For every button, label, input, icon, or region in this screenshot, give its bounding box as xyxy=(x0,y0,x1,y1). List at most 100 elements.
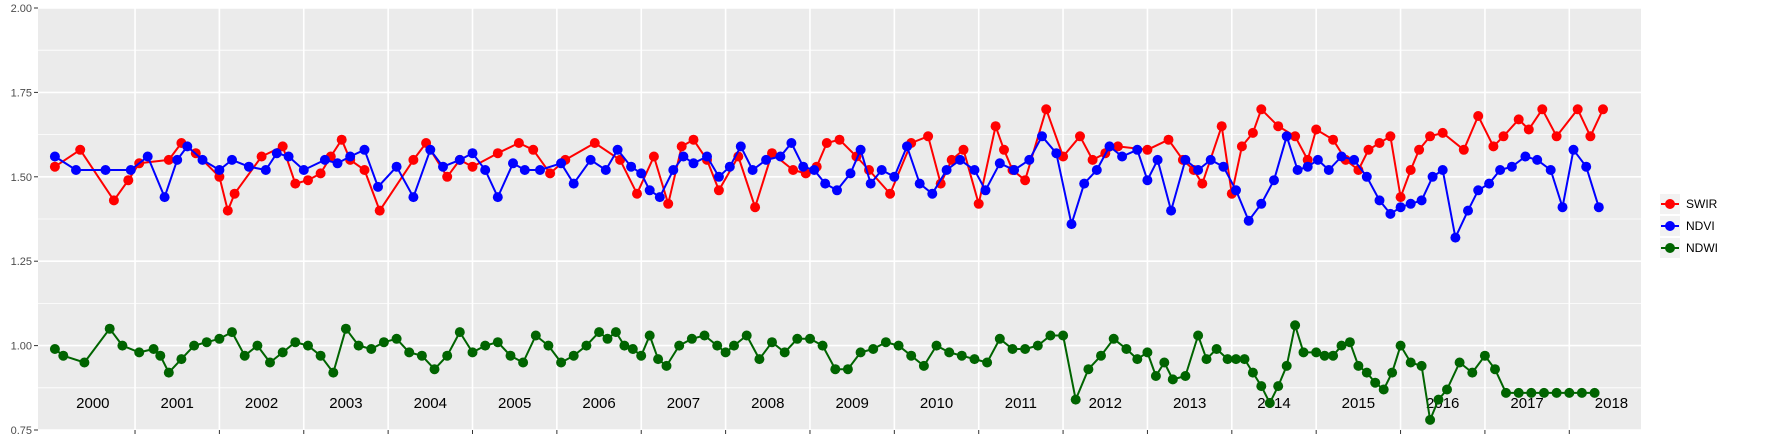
ndwi-point xyxy=(1344,337,1355,348)
year-label-2009: 2009 xyxy=(835,395,868,412)
ndwi-point xyxy=(1142,347,1153,358)
ndvi-point xyxy=(1336,151,1347,162)
swir-point xyxy=(49,161,60,172)
swir-point xyxy=(528,144,539,155)
swir-point xyxy=(1328,134,1339,145)
swir-point xyxy=(788,165,799,175)
ndwi-point xyxy=(1319,350,1330,361)
ndwi-point xyxy=(1479,350,1490,361)
ndwi-point xyxy=(1490,364,1500,375)
swir-point xyxy=(834,134,845,145)
swir-point xyxy=(1598,104,1608,115)
ndwi-point xyxy=(505,350,516,361)
ndvi-point xyxy=(1079,178,1090,189)
ndvi-point xyxy=(724,161,735,172)
swir-point xyxy=(303,175,313,186)
swir-point xyxy=(1551,131,1562,142)
ndvi-point xyxy=(1361,171,1372,182)
ndvi-point xyxy=(159,192,170,203)
ndvi-point xyxy=(1450,232,1461,243)
ndvi-point xyxy=(585,154,596,165)
year-label-2010: 2010 xyxy=(920,395,953,412)
year-label-2015: 2015 xyxy=(1342,395,1375,412)
ndwi-point xyxy=(1467,367,1478,378)
swir-point xyxy=(108,195,119,206)
ndvi-point xyxy=(980,185,991,196)
year-labels: 2000 2001 2002 2003 2004 2005 2006 2007 2008 2009… xyxy=(76,395,1628,412)
year-label-2017: 2017 xyxy=(1510,395,1543,412)
ndwi-point xyxy=(661,360,672,371)
ndvi-point xyxy=(1581,161,1592,172)
swir-point xyxy=(821,138,832,148)
year-label-2012: 2012 xyxy=(1089,395,1122,412)
swir-point xyxy=(1236,141,1247,152)
ndvi-point xyxy=(832,185,842,196)
ndvi-point xyxy=(1009,165,1020,175)
swir-point xyxy=(1041,104,1052,115)
ndwi-point xyxy=(556,357,567,368)
ndvi-point xyxy=(1269,175,1279,186)
swir-point xyxy=(545,168,556,179)
ndwi-point xyxy=(1395,340,1406,351)
ndwi-point xyxy=(340,323,351,334)
ndwi-point xyxy=(227,327,237,338)
ndvi-point xyxy=(1243,215,1254,226)
ndvi-point xyxy=(1066,219,1077,230)
swir-point xyxy=(229,188,240,199)
swir-point xyxy=(222,205,233,216)
ndwi-point xyxy=(610,327,621,338)
ndwi-point xyxy=(480,340,491,351)
ndvi-point xyxy=(454,154,465,165)
ndvi-point xyxy=(100,165,111,175)
ndvi-point xyxy=(914,178,925,189)
swir-point xyxy=(1498,131,1509,142)
ndwi-point xyxy=(530,330,541,341)
swir-point xyxy=(688,134,699,145)
ndvi-point xyxy=(969,165,980,175)
swir-point xyxy=(885,188,896,199)
ndwi-point xyxy=(328,367,339,378)
swir-point xyxy=(1385,131,1396,142)
ndwi-point xyxy=(767,337,777,348)
ndvi-point xyxy=(1117,151,1128,162)
ndvi-point xyxy=(1395,202,1406,213)
ndvi-point xyxy=(927,188,938,199)
ndwi-point xyxy=(1264,398,1275,408)
swir-point xyxy=(374,205,385,216)
ndwi-point xyxy=(754,354,765,365)
ndvi-point xyxy=(1302,161,1313,172)
ndvi-point xyxy=(1484,178,1495,189)
ndvi-point xyxy=(1142,175,1153,186)
ndwi-point xyxy=(1239,354,1250,365)
swir-point xyxy=(589,138,600,148)
ndwi-point xyxy=(1007,344,1018,354)
year-label-2000: 2000 xyxy=(76,395,109,412)
swir-point xyxy=(1197,178,1208,189)
ndvi-point xyxy=(1349,154,1360,165)
ndwi-point xyxy=(1513,387,1524,398)
ndvi-point xyxy=(668,165,679,175)
ndwi-point xyxy=(1290,320,1301,331)
ndwi-point xyxy=(982,357,993,368)
ndwi-point xyxy=(117,340,128,351)
ndwi-point xyxy=(290,337,301,348)
ndvi-point xyxy=(1051,148,1062,159)
ndwi-point xyxy=(1167,374,1178,385)
swir-point xyxy=(256,151,267,162)
ndvi-point xyxy=(798,161,809,172)
ndwi-point xyxy=(720,347,731,358)
ndwi-point xyxy=(1058,330,1069,341)
ndvi-point xyxy=(332,158,343,169)
ndwi-point xyxy=(49,344,60,354)
ndwi-point xyxy=(353,340,364,351)
ndwi-point xyxy=(1211,344,1222,354)
ndwi-point xyxy=(1032,340,1043,351)
ndwi-point xyxy=(686,333,697,344)
ndvi-point xyxy=(467,148,478,159)
ndwi-point xyxy=(1328,350,1339,361)
ndwi-point xyxy=(1311,347,1322,358)
ndwi-point xyxy=(442,350,453,361)
ndwi-point xyxy=(581,340,592,351)
ndvi-point xyxy=(1231,185,1241,196)
ndvi-point xyxy=(1166,205,1177,216)
